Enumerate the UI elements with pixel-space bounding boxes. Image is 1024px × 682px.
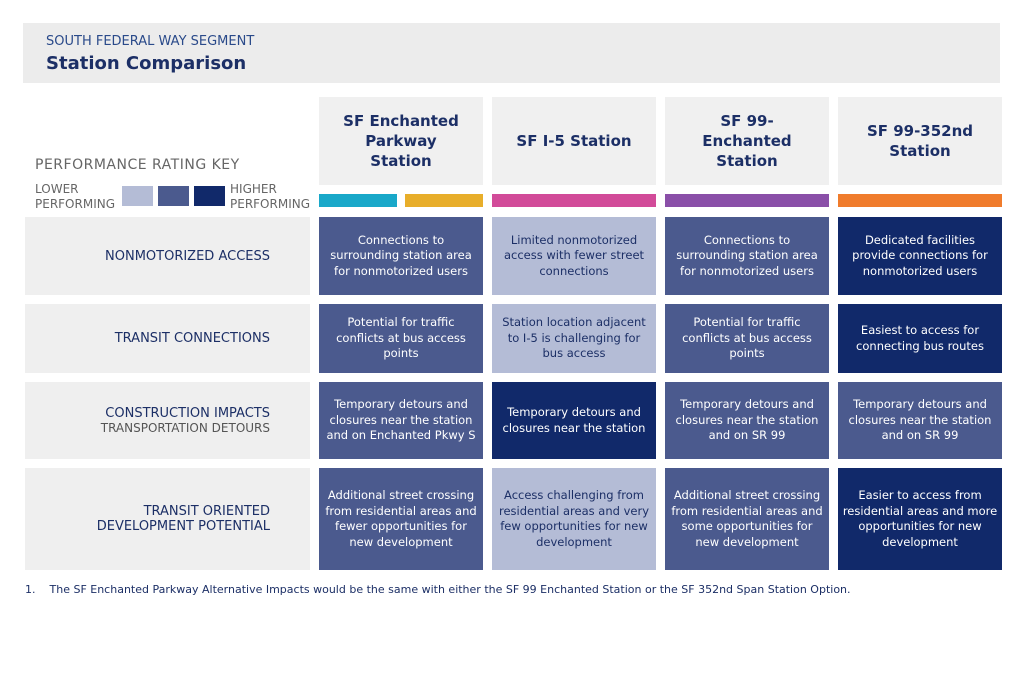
row-label: TRANSIT CONNECTIONS [25, 304, 310, 373]
color-bar [405, 194, 483, 207]
color-bar [492, 194, 656, 207]
rating-cell: Additional street crossing from resident… [319, 468, 483, 570]
row-label: NONMOTORIZED ACCESS [25, 217, 310, 295]
row-label-text: CONSTRUCTION IMPACTS [105, 406, 270, 421]
footnote-text: The SF Enchanted Parkway Alternative Imp… [49, 583, 851, 596]
title: Station Comparison [46, 53, 247, 74]
rating-cell: Temporary detours and closures near the … [665, 382, 829, 459]
footnote-number: 1. [25, 583, 36, 596]
rating-cell: Temporary detours and closures near the … [838, 382, 1002, 459]
key-higher: HIGHER PERFORMING [230, 182, 311, 211]
rating-cell: Potential for traffic conflicts at bus a… [665, 304, 829, 373]
color-bar [665, 194, 829, 207]
key-title: PERFORMANCE RATING KEY [35, 157, 240, 173]
subtitle: SOUTH FEDERAL WAY SEGMENT [46, 34, 255, 49]
header-box [23, 23, 1000, 83]
row-label-text: TRANSIT CONNECTIONS [114, 331, 270, 346]
rating-cell: Station location adjacent to I-5 is chal… [492, 304, 656, 373]
key-lower: LOWER PERFORMING [35, 182, 116, 211]
color-bar [319, 194, 397, 207]
column-header: SF Enchanted Parkway Station [319, 97, 483, 185]
row-label: CONSTRUCTION IMPACTS TRANSPORTATION DETOU… [25, 382, 310, 459]
column-header: SF 99-352nd Station [838, 97, 1002, 185]
rating-cell: Temporary detours and closures near the … [319, 382, 483, 459]
column-header: SF 99-Enchanted Station [665, 97, 829, 185]
rating-cell: Access challenging from residential area… [492, 468, 656, 570]
key-swatch [158, 186, 189, 206]
column-header: SF I-5 Station [492, 97, 656, 185]
rating-cell: Limited nonmotorized access with fewer s… [492, 217, 656, 295]
footnote: 1. The SF Enchanted Parkway Alternative … [25, 583, 851, 596]
rating-cell: Easiest to access for connecting bus rou… [838, 304, 1002, 373]
rating-cell: Easier to access from residential areas … [838, 468, 1002, 570]
row-label-text: TRANSIT ORIENTED DEVELOPMENT POTENTIAL [96, 504, 270, 534]
rating-cell: Additional street crossing from resident… [665, 468, 829, 570]
key-swatch [122, 186, 153, 206]
key-swatch [194, 186, 225, 206]
rating-cell: Connections to surrounding station area … [319, 217, 483, 295]
rating-cell: Temporary detours and closures near the … [492, 382, 656, 459]
row-sublabel: TRANSPORTATION DETOURS [100, 421, 270, 435]
row-label: TRANSIT ORIENTED DEVELOPMENT POTENTIAL [25, 468, 310, 570]
color-bar [838, 194, 1002, 207]
rating-cell: Potential for traffic conflicts at bus a… [319, 304, 483, 373]
row-label-text: NONMOTORIZED ACCESS [105, 248, 270, 264]
rating-cell: Dedicated facilities provide connections… [838, 217, 1002, 295]
rating-cell: Connections to surrounding station area … [665, 217, 829, 295]
